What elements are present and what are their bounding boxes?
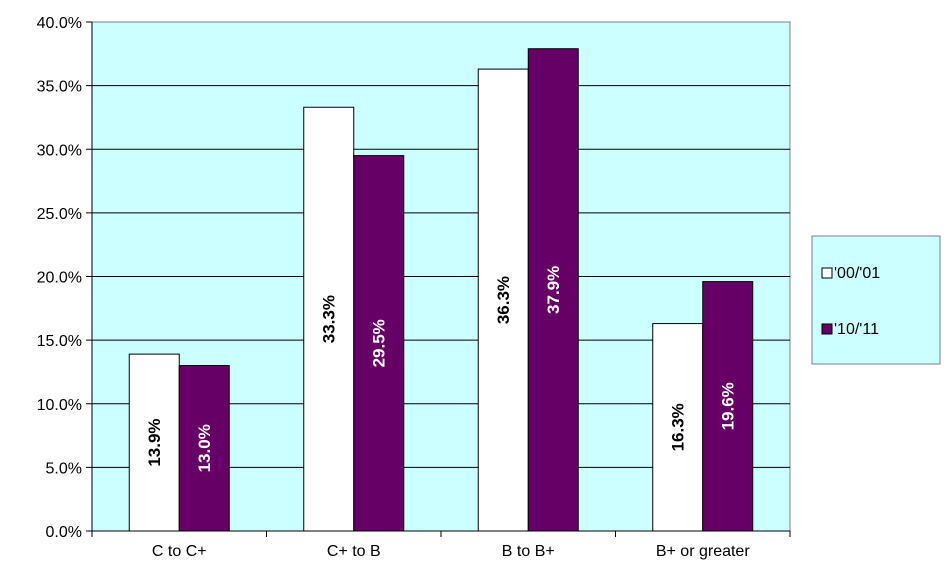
bar-data-label: 36.3% bbox=[494, 276, 513, 324]
bar bbox=[128, 353, 180, 532]
bar-data-label: 29.5% bbox=[370, 319, 389, 367]
bar bbox=[303, 106, 355, 532]
legend-swatch bbox=[821, 267, 833, 279]
legend-box bbox=[811, 235, 941, 365]
bar bbox=[178, 365, 230, 532]
bar-data-label: 13.9% bbox=[145, 418, 164, 466]
bar bbox=[702, 281, 754, 532]
legend-entry-label: '10/'11 bbox=[834, 321, 879, 338]
y-tick-label: 40.0% bbox=[37, 15, 82, 32]
y-tick-label: 30.0% bbox=[37, 142, 82, 159]
x-tick-label: B to B+ bbox=[502, 543, 555, 560]
bar bbox=[353, 155, 405, 532]
bar bbox=[477, 68, 529, 532]
legend: '00/'01 '10/'11 bbox=[811, 235, 941, 365]
bar-data-label: 37.9% bbox=[544, 266, 563, 314]
y-tick-label: 5.0% bbox=[46, 460, 82, 477]
plot-area: 0.0% 5.0% 10.0% 15.0% 20.0% 25.0% 30.0% 35.0% 40… bbox=[37, 15, 791, 560]
y-tick-label: 10.0% bbox=[37, 397, 82, 414]
bar-data-label: 16.3% bbox=[669, 403, 688, 451]
bar bbox=[652, 323, 704, 532]
y-tick-label: 25.0% bbox=[37, 206, 82, 223]
y-tick-label: 35.0% bbox=[37, 79, 82, 96]
legend-entry-label: '00/'01 bbox=[834, 265, 880, 282]
bar-data-label: 13.0% bbox=[195, 424, 214, 472]
y-tick-label: 20.0% bbox=[37, 270, 82, 287]
bar bbox=[527, 48, 579, 532]
x-tick-label: C to C+ bbox=[152, 543, 207, 560]
legend-swatch bbox=[821, 323, 833, 335]
bar-data-label: 33.3% bbox=[320, 295, 339, 343]
bar-data-label: 19.6% bbox=[719, 382, 738, 430]
y-tick-label: 0.0% bbox=[46, 524, 82, 541]
x-tick-label: B+ or greater bbox=[656, 543, 751, 560]
x-tick-label: C+ to B bbox=[327, 543, 381, 560]
y-tick-label: 15.0% bbox=[37, 333, 82, 350]
